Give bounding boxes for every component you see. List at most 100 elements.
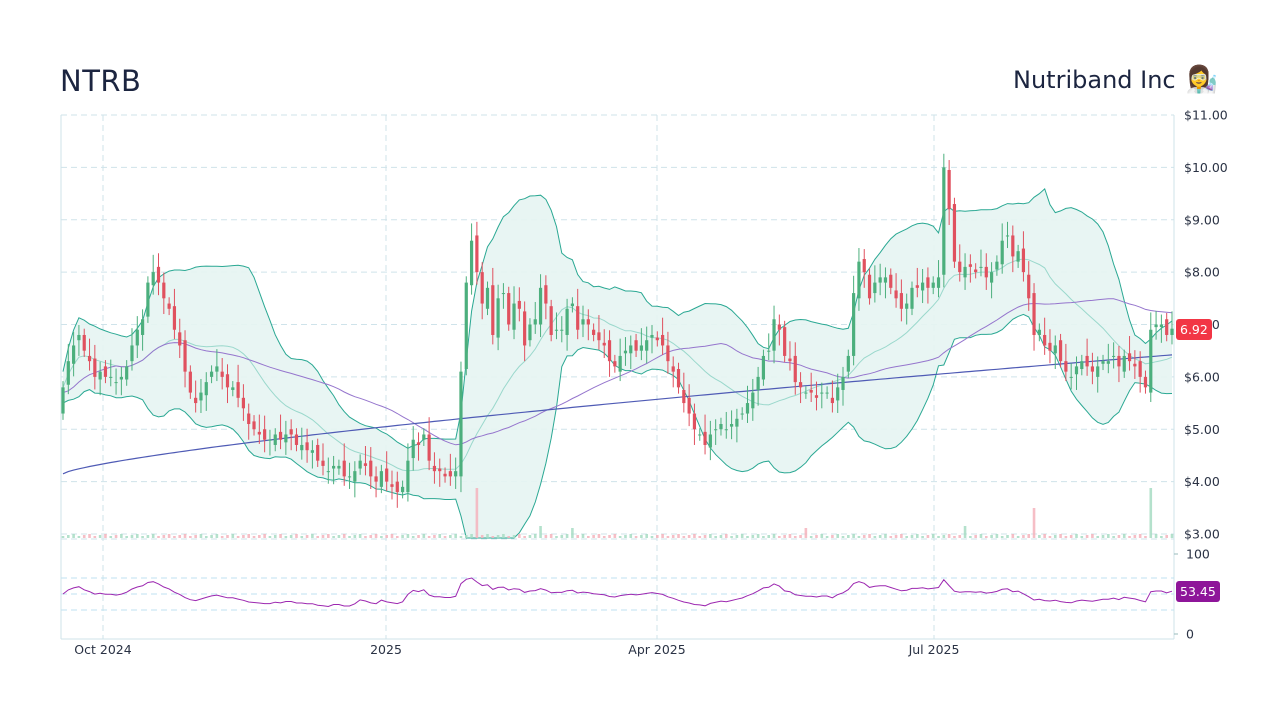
volume-bar — [284, 536, 288, 538]
candle-down — [655, 337, 659, 341]
volume-bar — [130, 535, 134, 538]
candle-down — [926, 277, 930, 288]
candle-up — [846, 355, 850, 372]
volume-bar — [735, 535, 739, 538]
candle-down — [1043, 334, 1047, 346]
candle-down — [263, 429, 267, 440]
price-axis-label: $11.00 — [1184, 108, 1228, 123]
candle-up — [629, 345, 633, 354]
volume-bar — [146, 535, 150, 538]
volume-bar — [645, 534, 648, 538]
volume-bar — [709, 534, 712, 538]
candle-up — [332, 465, 336, 469]
candle-down — [475, 235, 479, 273]
candle-up — [459, 371, 463, 477]
volume-bar — [947, 534, 951, 538]
volume-bar — [491, 536, 495, 538]
volume-bar — [395, 536, 399, 538]
volume-bar — [714, 536, 717, 538]
volume-bar — [300, 536, 304, 538]
volume-bar — [167, 534, 171, 538]
candle-up — [581, 319, 585, 325]
volume-bar — [884, 534, 887, 538]
volume-bar — [544, 535, 548, 538]
volume-bar — [1053, 535, 1057, 538]
candle-up — [1106, 361, 1110, 364]
volume-bar — [1117, 535, 1121, 538]
candle-up — [199, 392, 203, 401]
volume-bar — [963, 526, 967, 538]
volume-bar — [894, 535, 898, 538]
candle-down — [220, 371, 224, 377]
volume-bar — [194, 535, 197, 538]
candle-up — [135, 329, 139, 346]
volume-bar — [926, 535, 930, 538]
candle-down — [1138, 361, 1142, 377]
candle-down — [984, 266, 988, 278]
candle-down — [830, 397, 835, 404]
volume-bar — [321, 535, 325, 538]
volume-bar — [459, 536, 463, 538]
last-price-badge: 6.92 — [1176, 319, 1212, 340]
candle-up — [501, 293, 506, 295]
candle-down — [703, 431, 707, 445]
volume-bar — [496, 535, 500, 538]
volume-bar — [162, 535, 166, 538]
candle-down — [1165, 319, 1169, 335]
volume-bar — [979, 534, 983, 538]
volume-bar — [258, 535, 261, 538]
candle-up — [570, 303, 574, 307]
candle-down — [1143, 376, 1148, 388]
candle-up — [119, 376, 123, 380]
candle-down — [798, 382, 803, 388]
volume-bar — [910, 535, 914, 538]
volume-bar — [788, 534, 792, 538]
candle-down — [666, 345, 670, 362]
candle-up — [639, 345, 643, 351]
volume-bar — [385, 535, 388, 538]
candle-down — [1085, 355, 1089, 367]
volume-bar — [974, 535, 977, 538]
volume-bar — [878, 535, 882, 538]
candle-up — [353, 471, 357, 482]
candle-down — [194, 397, 198, 404]
volume-bar — [449, 535, 452, 538]
candle-up — [469, 240, 474, 286]
ticker-symbol: NTRB — [60, 64, 142, 98]
candle-up — [931, 282, 935, 288]
candle-down — [809, 389, 813, 393]
volume-bar — [61, 536, 65, 538]
candle-down — [671, 366, 675, 372]
volume-bar — [236, 536, 240, 538]
volume-bar — [873, 536, 877, 538]
candle-up — [751, 392, 755, 409]
price-axis-label: $3.00 — [1184, 527, 1220, 542]
candle-down — [305, 442, 309, 451]
candle-up — [533, 319, 537, 325]
bollinger-upper-line — [62, 188, 1173, 449]
scientist-icon: 👩‍🔬 — [1185, 65, 1218, 95]
volume-bar — [820, 534, 824, 538]
volume-bar — [995, 534, 999, 538]
volume-bar — [215, 534, 219, 538]
volume-bar — [104, 534, 107, 538]
candle-up — [724, 429, 728, 431]
volume-bar — [746, 536, 749, 538]
bollinger-band-fill — [63, 188, 1172, 538]
candle-up — [1016, 251, 1020, 262]
candle-down — [395, 481, 399, 493]
candle-up — [284, 434, 288, 443]
volume-bar — [767, 535, 771, 538]
volume-bar — [316, 536, 319, 538]
candle-down — [894, 290, 898, 299]
candle-down — [236, 382, 240, 398]
volume-bar — [512, 535, 516, 538]
candle-up — [273, 434, 277, 445]
volume-bar — [93, 536, 97, 538]
candle-up — [98, 371, 102, 380]
candle-down — [316, 444, 320, 461]
volume-bar — [889, 536, 893, 538]
volume-bar — [984, 536, 988, 538]
volume-bar — [650, 536, 654, 538]
